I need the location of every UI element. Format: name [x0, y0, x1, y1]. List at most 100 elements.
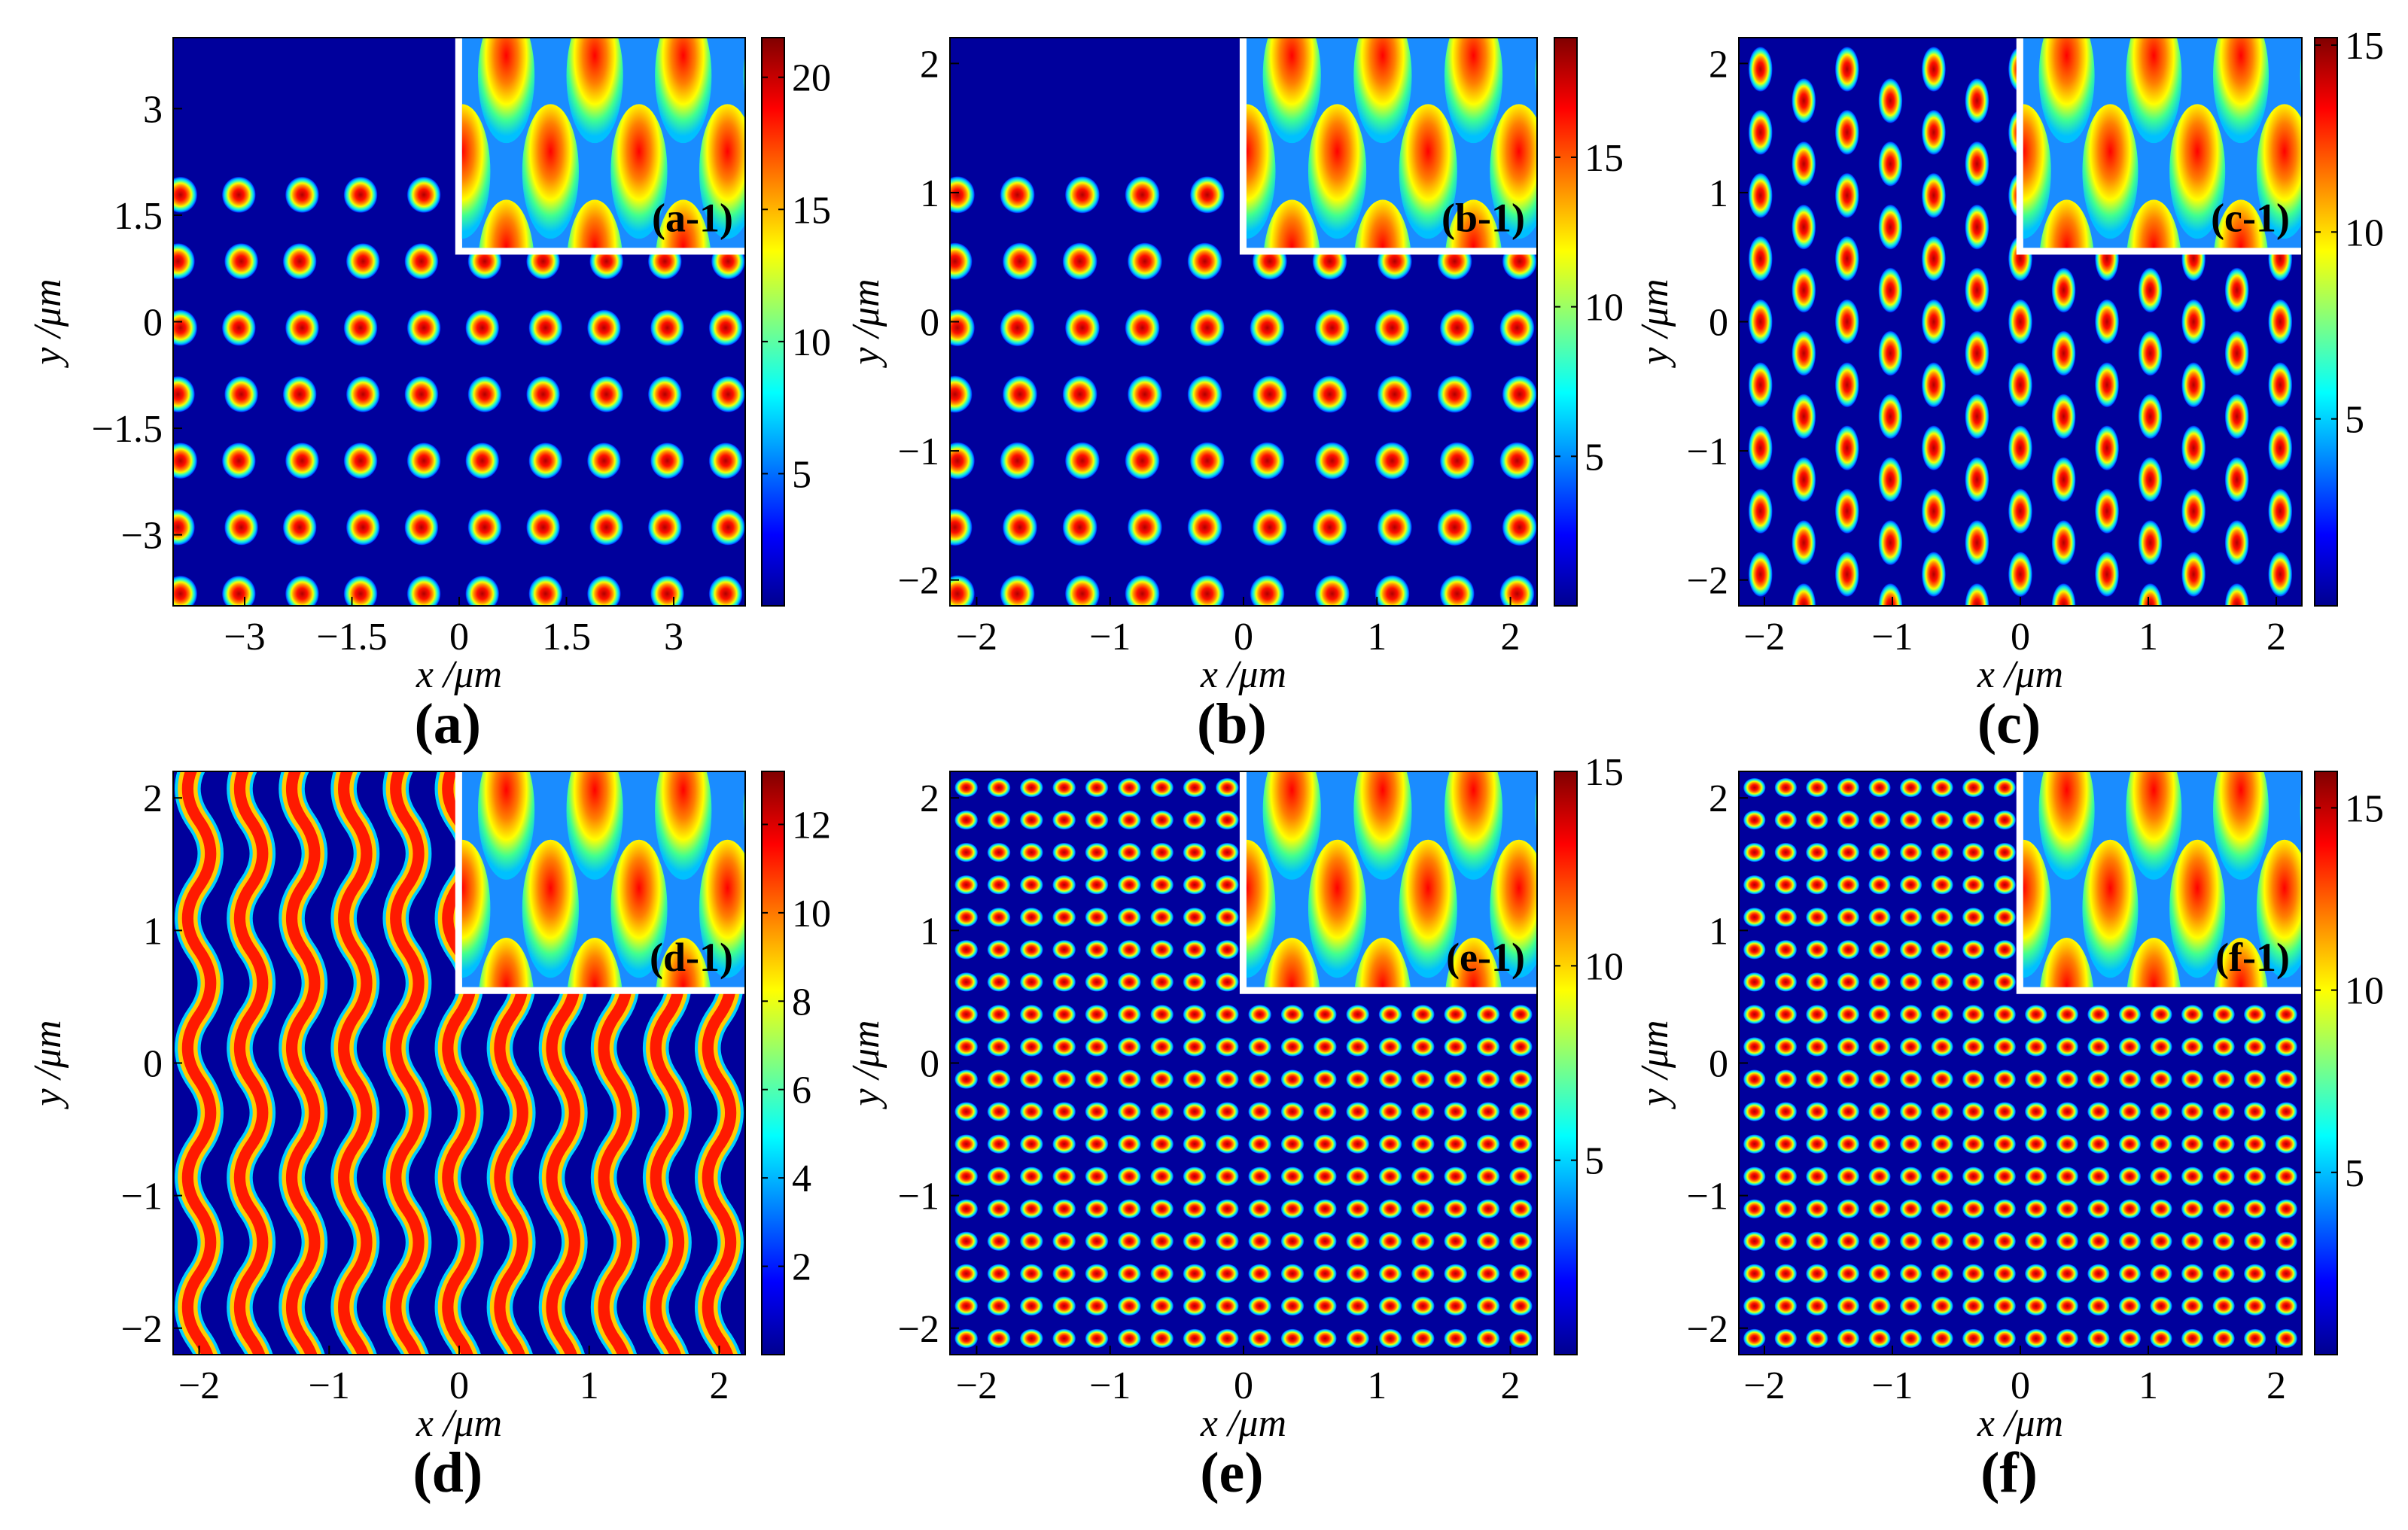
intensity-spot — [1868, 1167, 1891, 1187]
intensity-spot — [1899, 875, 1922, 895]
intensity-spot — [2212, 1199, 2236, 1219]
intensity-spot — [1064, 309, 1100, 347]
intensity-spot — [1837, 777, 1860, 798]
intensity-spot — [1411, 1264, 1435, 1284]
intensity-spot — [2118, 1231, 2142, 1252]
intensity-spot — [1150, 842, 1174, 862]
intensity-spot — [1117, 1199, 1141, 1219]
intensity-spot — [1019, 1167, 1043, 1187]
intensity-spot — [1965, 457, 1989, 503]
inset-peak — [1246, 839, 1276, 978]
intensity-spot — [465, 442, 500, 479]
inset-peak — [2214, 199, 2268, 248]
intensity-spot — [1117, 875, 1141, 895]
intensity-spot — [1993, 907, 2017, 927]
intensity-spot — [1774, 810, 1798, 830]
intensity-spot — [1868, 907, 1891, 927]
intensity-spot — [1346, 1264, 1370, 1284]
y-tick-label: 2 — [1709, 777, 1728, 820]
intensity-spot — [711, 509, 745, 546]
intensity-spot — [1215, 1167, 1239, 1187]
inset-peak — [522, 839, 579, 978]
intensity-spot — [1931, 907, 1954, 927]
intensity-spot — [1508, 1167, 1533, 1187]
intensity-spot — [1052, 972, 1076, 992]
intensity-spot — [1411, 1231, 1435, 1252]
intensity-spot — [1150, 1231, 1174, 1252]
intensity-spot — [2138, 267, 2163, 313]
intensity-spot — [1183, 1134, 1207, 1154]
intensity-spot — [1019, 907, 1043, 927]
y-tick-label: −1 — [121, 1176, 163, 1218]
intensity-spot — [2181, 551, 2206, 598]
inset-peak — [1264, 938, 1320, 987]
intensity-spot — [2181, 1102, 2204, 1122]
intensity-spot — [2024, 1264, 2047, 1284]
intensity-spot — [1019, 810, 1043, 830]
intensity-spot — [708, 442, 743, 479]
x-tick-label: 1 — [2139, 616, 2158, 659]
intensity-spot — [1993, 1264, 2017, 1284]
intensity-spot — [950, 375, 973, 413]
intensity-spot — [1189, 442, 1225, 480]
intensity-spot — [1624, 442, 1659, 479]
inset-peak — [1444, 38, 1503, 144]
intensity-spot — [1052, 1199, 1076, 1219]
intensity-spot — [1837, 1231, 1860, 1252]
intensity-spot — [1812, 641, 1846, 679]
intensity-spot — [2008, 551, 2033, 598]
intensity-spot — [2181, 1328, 2204, 1349]
y-tick-label: 2 — [1709, 43, 1728, 86]
intensity-spot — [2118, 1167, 2142, 1187]
panel-label: (e) — [1200, 1441, 1263, 1504]
intensity-spot — [815, 575, 850, 613]
intensity-spot — [1183, 972, 1207, 992]
y-tick-label: −2 — [1687, 1308, 1728, 1351]
intensity-spot — [2268, 551, 2293, 598]
y-axis-label: y /μm — [1633, 278, 1676, 368]
intensity-spot — [525, 509, 561, 546]
intensity-spot — [2181, 1264, 2204, 1284]
inset-peak — [566, 38, 623, 144]
intensity-spot — [1019, 1037, 1043, 1057]
intensity-spot — [2224, 394, 2249, 440]
intensity-spot — [221, 575, 256, 606]
intensity-spot — [1215, 1134, 1239, 1154]
intensity-spot — [1117, 1167, 1141, 1187]
intensity-spot — [987, 1069, 1011, 1089]
intensity-spot — [1748, 172, 1773, 218]
intensity-spot — [1252, 375, 1288, 413]
x-tick-label: −3 — [224, 616, 265, 659]
intensity-spot — [1183, 1167, 1207, 1187]
intensity-spot — [1150, 810, 1174, 830]
intensity-spot — [1962, 939, 1985, 960]
intensity-spot — [878, 641, 912, 679]
intensity-spot — [1117, 1005, 1141, 1024]
y-tick-label: −1 — [898, 430, 939, 473]
intensity-spot — [1374, 442, 1410, 480]
intensity-spot — [1117, 1037, 1141, 1057]
intensity-spot — [1411, 1069, 1435, 1089]
intensity-spot — [1411, 1167, 1435, 1187]
colorbar-tick-label: 20 — [792, 57, 831, 100]
x-tick-label: −2 — [1743, 1364, 1785, 1407]
intensity-spot — [1000, 442, 1035, 480]
intensity-spot — [1476, 1069, 1500, 1089]
intensity-spot — [1313, 1069, 1337, 1089]
intensity-spot — [1377, 508, 1413, 546]
intensity-spot — [1899, 1199, 1922, 1219]
intensity-spot — [1921, 236, 1947, 281]
intensity-spot — [1476, 1167, 1500, 1187]
intensity-spot — [2024, 1231, 2047, 1252]
intensity-spot — [1215, 1328, 1239, 1349]
intensity-spot — [987, 842, 1011, 862]
intensity-spot — [2150, 1037, 2172, 1057]
intensity-spot — [224, 376, 259, 413]
intensity-spot — [1837, 1296, 1860, 1316]
y-tick-label: −2 — [898, 560, 939, 603]
intensity-spot — [1085, 1199, 1109, 1219]
colorbar-tick-label: 5 — [1585, 1140, 1604, 1183]
intensity-spot — [1899, 1231, 1922, 1252]
